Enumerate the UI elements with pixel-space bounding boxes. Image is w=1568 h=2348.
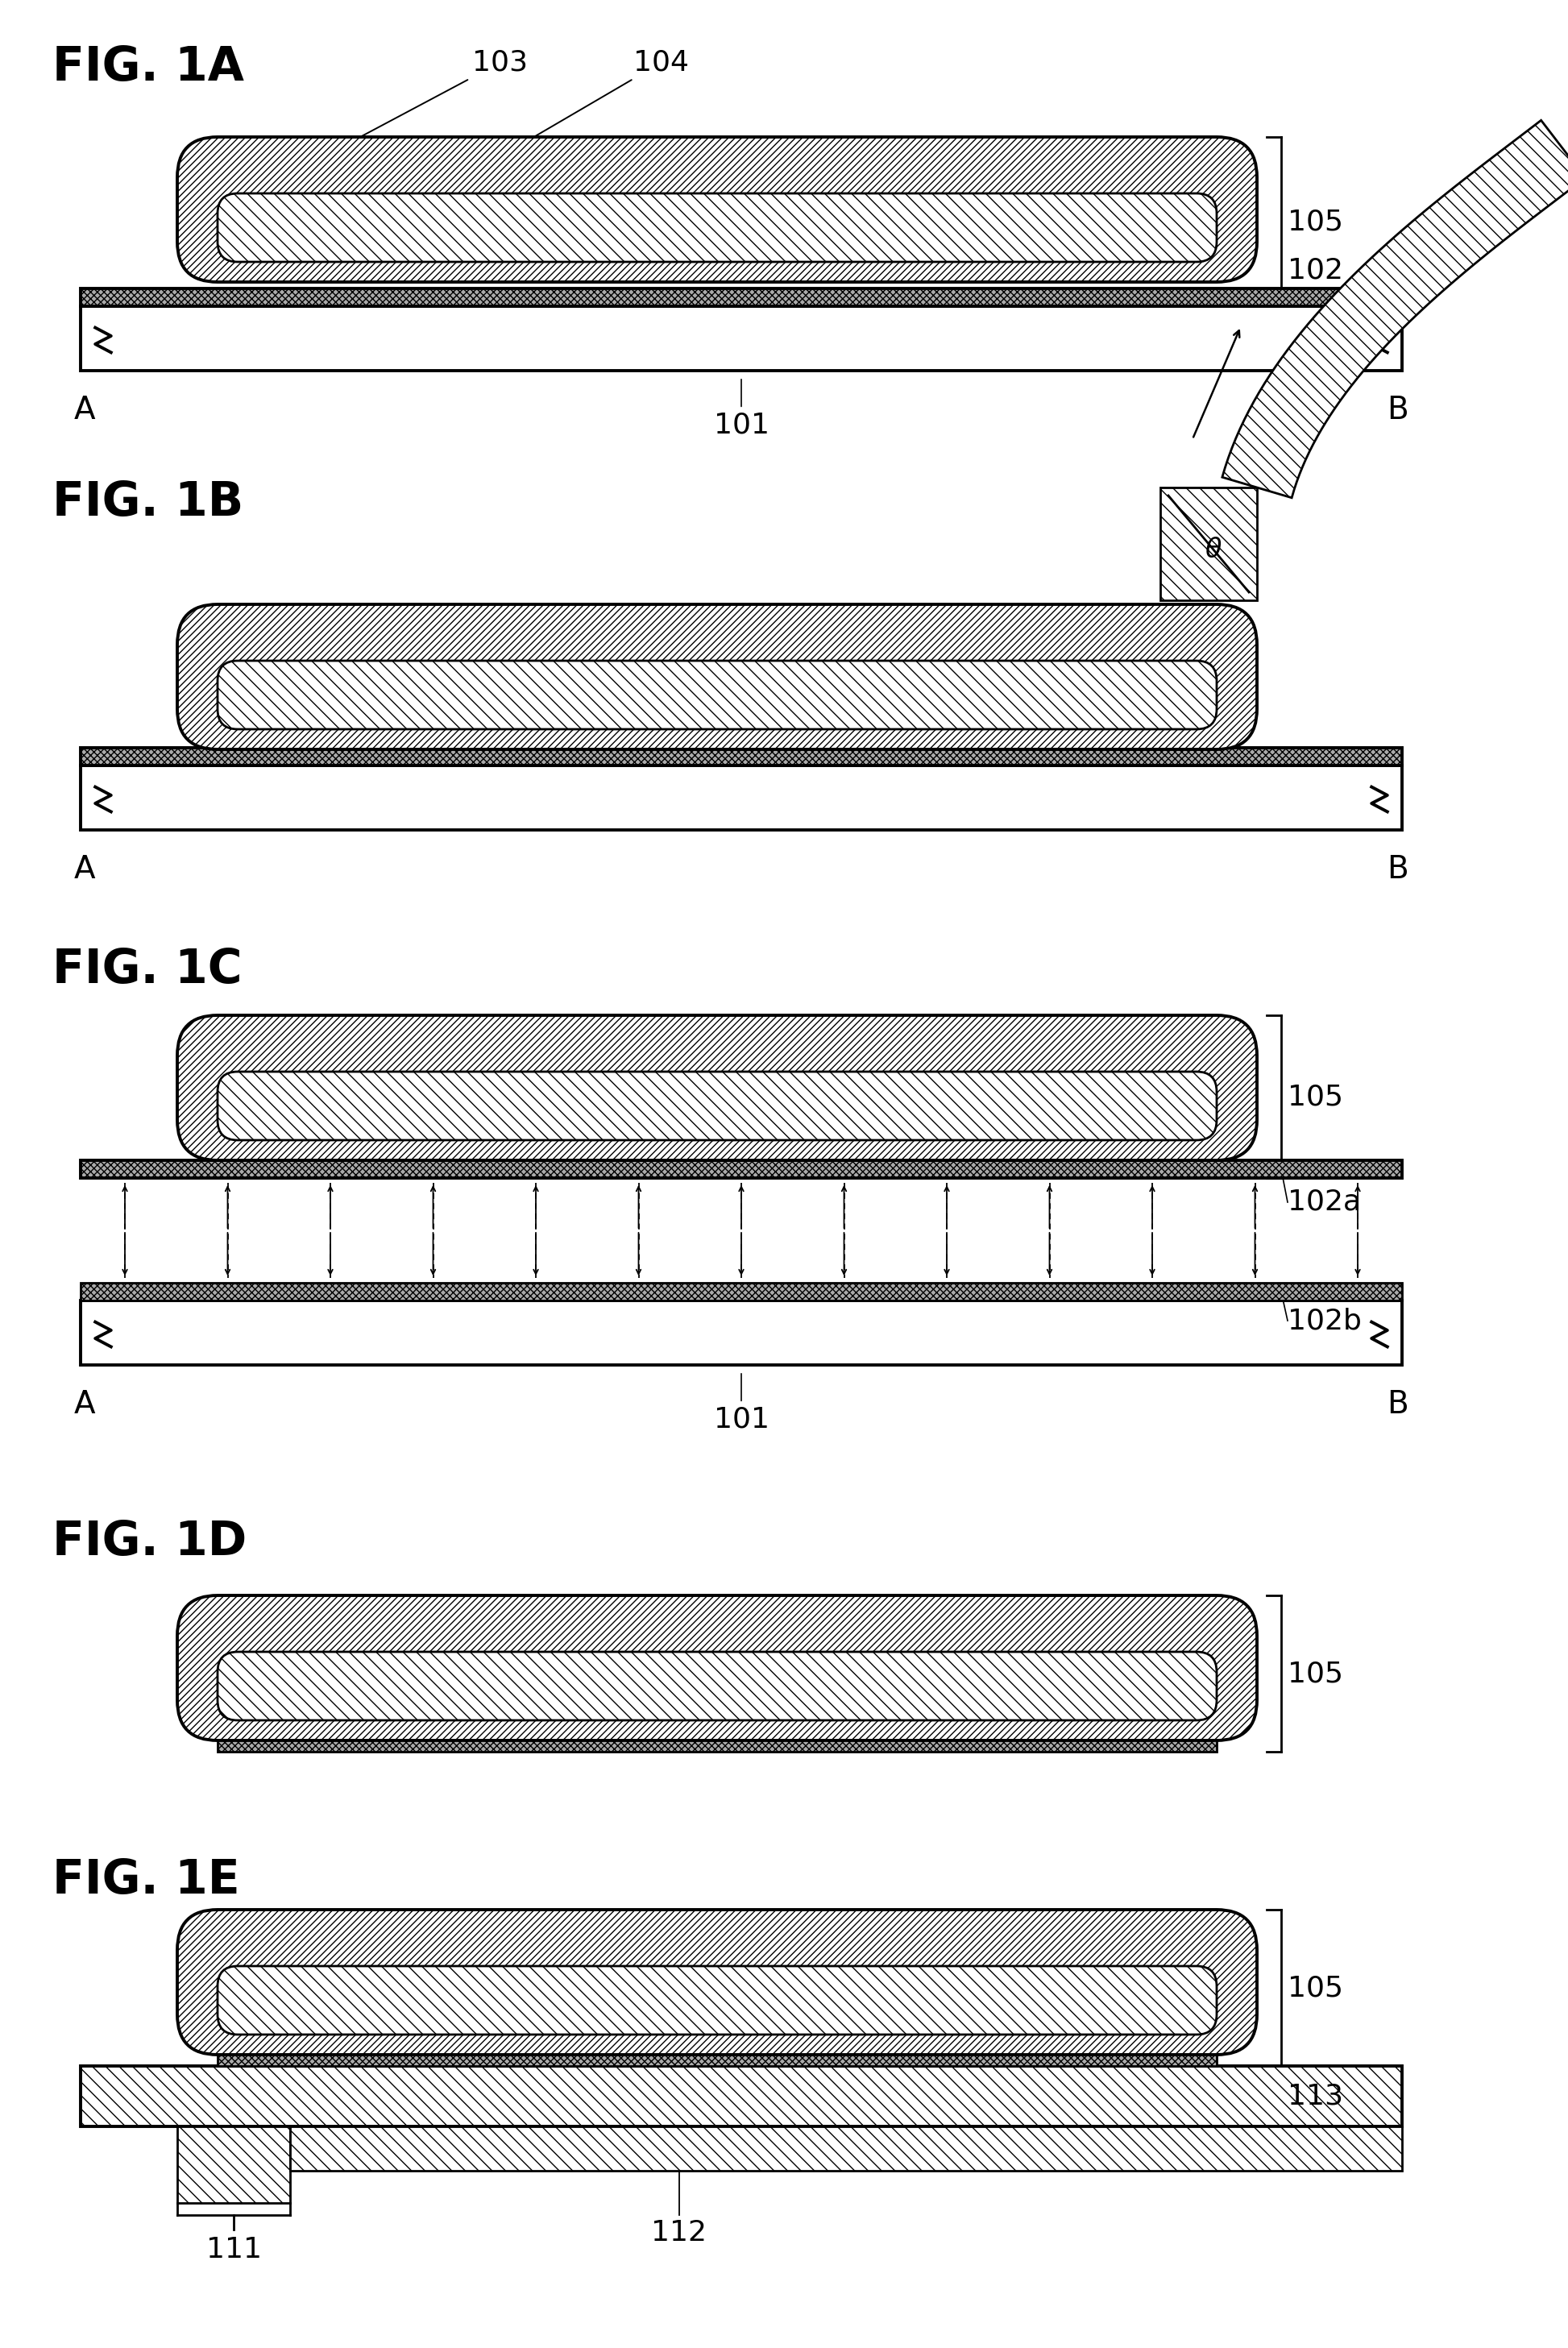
Text: 104: 104 (405, 49, 688, 211)
Text: 105: 105 (1287, 1660, 1344, 1688)
Text: A: A (74, 394, 96, 425)
Text: 105: 105 (1287, 209, 1344, 235)
Bar (218, 2054, 1217, 2066)
Bar (80, 1282, 1402, 1301)
Text: FIG. 1D: FIG. 1D (52, 1519, 246, 1564)
FancyBboxPatch shape (177, 1014, 1258, 1160)
Text: 103: 103 (325, 49, 527, 155)
Text: 112: 112 (651, 2219, 707, 2247)
FancyBboxPatch shape (177, 603, 1258, 749)
Text: FIG. 1C: FIG. 1C (52, 946, 241, 993)
Bar (80, 747, 1402, 765)
FancyBboxPatch shape (218, 1653, 1217, 1721)
FancyBboxPatch shape (218, 1071, 1217, 1141)
Bar (177, 2127, 290, 2202)
Text: FIG. 1B: FIG. 1B (52, 479, 243, 526)
Text: 111: 111 (205, 2235, 262, 2263)
Text: 102b: 102b (1287, 1308, 1361, 1334)
FancyBboxPatch shape (177, 136, 1258, 282)
Text: 105: 105 (1287, 1975, 1344, 2000)
Text: FIG. 1A: FIG. 1A (52, 45, 245, 89)
Polygon shape (1221, 120, 1568, 498)
Bar (80, 2066, 1402, 2127)
Text: 102a: 102a (1287, 1188, 1361, 1216)
Text: 102: 102 (1287, 256, 1344, 284)
FancyBboxPatch shape (218, 660, 1217, 730)
Text: 113: 113 (1287, 2083, 1344, 2111)
FancyBboxPatch shape (177, 1594, 1258, 1740)
Text: B: B (1388, 855, 1408, 885)
Bar (80, 765, 1402, 829)
Bar (80, 1160, 1402, 1179)
Text: 101: 101 (713, 380, 768, 439)
Text: $\theta$: $\theta$ (1204, 535, 1221, 564)
FancyBboxPatch shape (177, 1909, 1258, 2054)
Bar (1160, 488, 1258, 601)
Bar (218, 1740, 1217, 1752)
Bar (80, 305, 1402, 371)
Text: 101: 101 (713, 1374, 768, 1432)
Text: B: B (1388, 394, 1408, 425)
Text: B: B (1388, 1390, 1408, 1421)
Text: A: A (74, 855, 96, 885)
Text: A: A (74, 1390, 96, 1421)
Bar (80, 289, 1402, 305)
FancyBboxPatch shape (218, 1965, 1217, 2036)
Text: 105: 105 (1287, 1082, 1344, 1111)
FancyBboxPatch shape (218, 193, 1217, 263)
Bar (290, 2127, 1402, 2172)
Bar (80, 1301, 1402, 1364)
Text: FIG. 1E: FIG. 1E (52, 1857, 240, 1904)
